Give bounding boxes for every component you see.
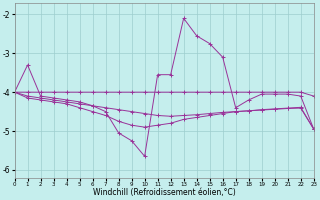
X-axis label: Windchill (Refroidissement éolien,°C): Windchill (Refroidissement éolien,°C) (93, 188, 236, 197)
